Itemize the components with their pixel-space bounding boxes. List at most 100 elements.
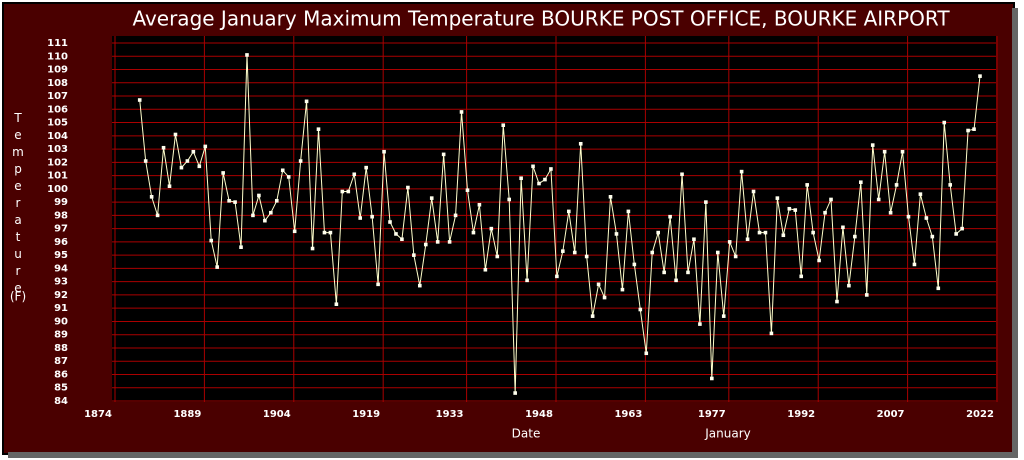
x-tick-label: 2022 bbox=[966, 409, 994, 420]
data-point bbox=[698, 322, 702, 326]
data-point bbox=[465, 188, 470, 192]
data-point bbox=[906, 214, 911, 219]
data-point bbox=[137, 98, 142, 102]
y-tick-label: 111 bbox=[47, 38, 68, 49]
data-point bbox=[352, 172, 357, 177]
y-tick-label: 109 bbox=[47, 65, 68, 76]
data-point bbox=[781, 233, 786, 238]
data-point bbox=[614, 232, 619, 236]
data-point bbox=[775, 196, 780, 200]
data-point bbox=[251, 213, 255, 218]
data-point bbox=[292, 229, 297, 234]
y-tick-label: 94 bbox=[54, 263, 68, 274]
y-tick-label: 96 bbox=[54, 237, 68, 248]
data-point bbox=[203, 144, 208, 149]
data-point bbox=[632, 262, 637, 267]
data-point bbox=[471, 230, 476, 235]
data-point bbox=[894, 183, 899, 187]
data-point bbox=[620, 287, 625, 292]
data-point bbox=[817, 258, 821, 263]
data-point bbox=[859, 180, 863, 185]
data-point bbox=[406, 185, 410, 190]
data-point bbox=[870, 143, 875, 147]
y-tick-label: 101 bbox=[47, 171, 68, 182]
data-point bbox=[811, 230, 815, 235]
x-tick-label: 1948 bbox=[525, 409, 553, 420]
x-tick-label: 1904 bbox=[263, 409, 291, 420]
data-point bbox=[167, 184, 172, 188]
data-point bbox=[888, 210, 893, 215]
data-point bbox=[501, 123, 506, 128]
data-point bbox=[626, 209, 631, 214]
data-point bbox=[763, 230, 768, 235]
data-point bbox=[227, 198, 231, 203]
data-point bbox=[429, 196, 434, 200]
data-point bbox=[507, 197, 512, 202]
data-point bbox=[197, 164, 202, 169]
data-point bbox=[638, 307, 643, 312]
y-tick-label: 104 bbox=[47, 131, 68, 142]
y-tick-label: 106 bbox=[47, 104, 68, 115]
x-tick-label: 1874 bbox=[84, 409, 112, 420]
y-tick-label: 98 bbox=[54, 210, 68, 221]
data-point bbox=[316, 127, 321, 131]
data-point bbox=[704, 200, 708, 204]
data-point bbox=[561, 249, 565, 253]
x-tick-label: 1963 bbox=[614, 409, 642, 420]
data-point bbox=[715, 250, 720, 255]
data-point bbox=[269, 210, 273, 215]
data-point bbox=[912, 262, 917, 267]
data-point bbox=[656, 230, 660, 235]
data-point bbox=[423, 242, 428, 247]
data-point bbox=[584, 254, 589, 259]
data-line bbox=[139, 54, 981, 394]
data-point bbox=[590, 314, 595, 318]
grid bbox=[112, 36, 998, 402]
x-label: Date bbox=[512, 427, 541, 441]
data-point bbox=[733, 254, 738, 259]
shadow bbox=[8, 452, 1018, 458]
data-point bbox=[358, 216, 363, 220]
data-point bbox=[739, 169, 744, 174]
data-point bbox=[936, 286, 941, 291]
data-point bbox=[549, 167, 553, 171]
data-point bbox=[829, 197, 833, 202]
labels: 84 85 86 87 88 89 90 91 92 93 94 95 96 97 98 99 100 101 10… bbox=[12, 38, 994, 420]
y-tick-label: 95 bbox=[54, 250, 68, 261]
data-point bbox=[179, 165, 184, 170]
chart-title: Average January Maximum Temperature BOUR… bbox=[132, 7, 950, 31]
data-point bbox=[727, 240, 732, 244]
data-point bbox=[257, 193, 261, 198]
y-tick-label: 110 bbox=[47, 51, 68, 62]
data-point bbox=[519, 176, 523, 181]
data-point bbox=[161, 145, 166, 150]
data-point bbox=[799, 274, 804, 279]
y-tick-label: 86 bbox=[54, 369, 68, 380]
data-point bbox=[459, 110, 464, 114]
data-point bbox=[435, 240, 440, 244]
y-unit: (F) bbox=[10, 290, 26, 304]
data-point bbox=[280, 168, 285, 173]
data-point bbox=[602, 295, 607, 300]
y-tick-label: 90 bbox=[54, 316, 68, 327]
data-point bbox=[173, 132, 178, 137]
data-point bbox=[418, 283, 422, 288]
data-point bbox=[972, 127, 976, 131]
y-tick-label: 87 bbox=[54, 356, 68, 367]
data-point bbox=[388, 220, 392, 224]
data-point bbox=[441, 152, 446, 157]
data-point bbox=[769, 331, 774, 336]
data-point bbox=[882, 149, 887, 154]
data-point bbox=[274, 198, 279, 203]
data-point bbox=[221, 171, 225, 175]
data-point bbox=[572, 250, 577, 255]
data-point bbox=[185, 159, 190, 163]
data-point bbox=[263, 218, 267, 223]
y-tick-label: 102 bbox=[47, 157, 68, 168]
data-point bbox=[239, 245, 243, 249]
data-point bbox=[412, 253, 416, 257]
y-tick-label: 103 bbox=[47, 144, 68, 155]
data-point bbox=[322, 230, 327, 235]
data-point bbox=[805, 183, 809, 187]
